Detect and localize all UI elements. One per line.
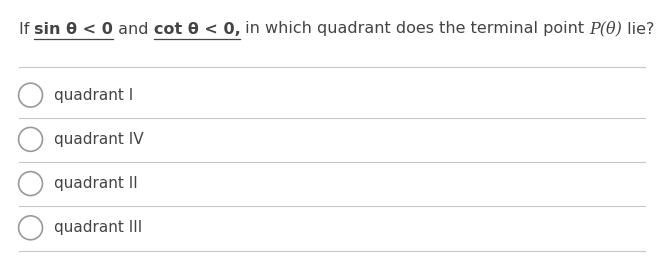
Text: cot θ < 0,: cot θ < 0,: [153, 21, 240, 36]
Text: P(θ): P(θ): [590, 20, 622, 38]
Text: sin θ < 0: sin θ < 0: [34, 21, 113, 36]
Text: lie?: lie?: [622, 21, 655, 36]
Text: quadrant II: quadrant II: [54, 176, 138, 191]
Text: in which quadrant does the terminal point: in which quadrant does the terminal poin…: [240, 21, 590, 36]
Text: quadrant III: quadrant III: [54, 220, 143, 235]
Text: quadrant IV: quadrant IV: [54, 132, 144, 147]
Text: and: and: [113, 21, 153, 36]
Text: If: If: [19, 21, 34, 36]
Text: quadrant I: quadrant I: [54, 88, 133, 103]
